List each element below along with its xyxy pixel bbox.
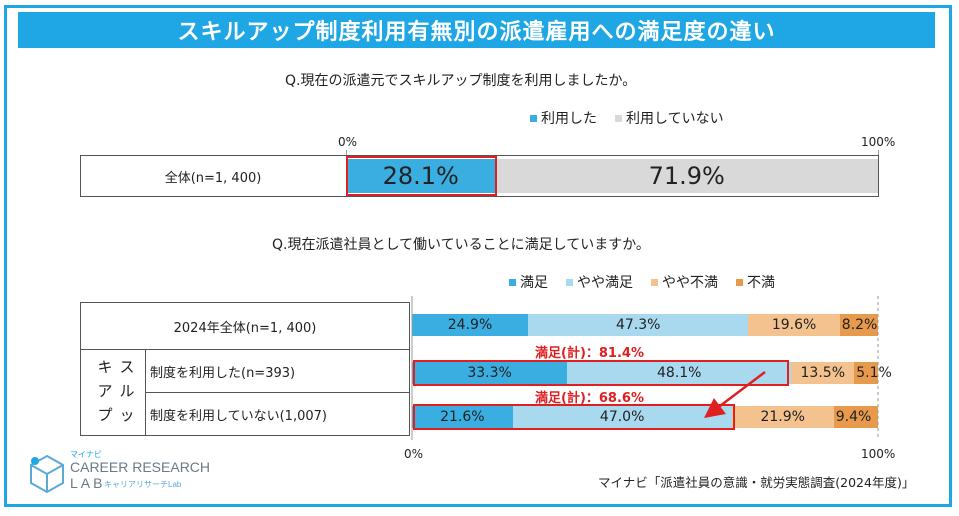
bar-segment: 19.6% <box>748 314 840 336</box>
bar-segment: 5.1% <box>854 362 892 384</box>
highlight-box <box>413 404 735 430</box>
data-label: 13.5% <box>800 365 845 381</box>
data-label: 21.6% <box>440 409 485 425</box>
legend-2: 満足 やや満足 やや不満 不満 <box>509 272 775 292</box>
data-label: 48.1% <box>657 365 702 381</box>
legend-label: やや不満 <box>662 275 718 291</box>
category-label: 制度を利用していない(1,007) <box>150 408 327 424</box>
highlight-box <box>413 360 789 386</box>
data-label: 8.2% <box>841 317 878 333</box>
axis-min-label: 0% <box>404 447 424 461</box>
bar-segment: 48.1% <box>567 362 792 384</box>
bar-segment: 21.9% <box>731 406 834 428</box>
row-frame-used <box>145 349 410 393</box>
logo-sub: キャリアリサーチLab <box>104 480 182 489</box>
sum-note-used: 満足(計)：81.4% <box>535 346 644 361</box>
legend-item-somewhat-satisfied: やや満足 <box>566 272 633 292</box>
category-label: 2024年全体(n=1, 400) <box>173 320 317 336</box>
data-label: 21.9% <box>760 409 805 425</box>
arrow-icon <box>704 371 766 419</box>
legend-label: 不満 <box>747 275 775 291</box>
group-label-char: ス <box>119 358 135 376</box>
legend-label: やや満足 <box>577 275 633 291</box>
sum-note-not-used: 満足(計)：68.6% <box>535 391 644 406</box>
data-label: 28.1% <box>382 162 459 190</box>
bar-segment: 71.9% <box>495 159 878 193</box>
bar-segment: 33.3% <box>412 362 568 384</box>
legend-1: 利用した 利用していない <box>530 108 724 128</box>
data-label: 24.9% <box>447 317 493 333</box>
bar-segment: 47.0% <box>512 406 732 428</box>
group-label-char: ル <box>119 382 135 400</box>
question-1: Q.現在の派遣元でスキルアップ制度を利用しましたか。 <box>285 73 637 89</box>
bar-segment: 8.2% <box>839 314 878 336</box>
legend-item-somewhat-dissatisfied: やや不満 <box>651 272 718 292</box>
legend-label: 利用した <box>541 111 597 127</box>
logo-line1: CAREER RESEARCH <box>70 459 211 475</box>
legend-swatch <box>509 278 516 286</box>
data-label: 5.1% <box>856 365 892 381</box>
group-label-char: ッ <box>119 406 135 424</box>
category-label: 全体(n=1, 400) <box>164 170 262 186</box>
axis-min-label: 0% <box>338 135 358 149</box>
legend-swatch <box>615 114 622 122</box>
bar-segment: 21.6% <box>412 406 513 428</box>
axis-max-label: 100% <box>861 447 896 461</box>
logo-brand: マイナビ <box>70 450 102 459</box>
category-label: 制度を利用した(n=393) <box>150 365 296 381</box>
legend-swatch <box>530 114 537 122</box>
data-label: 19.6% <box>771 317 817 333</box>
row-frame-not-used <box>145 392 410 436</box>
legend-item-dissatisfied: 不満 <box>736 272 775 292</box>
bar-segment: 24.9% <box>412 314 529 336</box>
legend-swatch <box>651 278 658 286</box>
legend-swatch <box>736 278 743 286</box>
bar-segment: 28.1% <box>346 159 496 193</box>
question-2: Q.現在派遣社員として働いていることに満足していますか。 <box>272 237 650 253</box>
logo-cube-icon <box>30 454 64 494</box>
bar-segment: 13.5% <box>791 362 855 384</box>
legend-label: 満足 <box>520 275 548 291</box>
group-label-char: キ <box>97 358 113 376</box>
axis-max-label: 100% <box>861 135 896 149</box>
group-label-char: ア <box>97 382 113 400</box>
row-frame-overall <box>80 302 410 350</box>
data-label: 9.4% <box>835 409 872 425</box>
bar-segment: 9.4% <box>833 406 878 428</box>
bar-segment: 47.3% <box>528 314 749 336</box>
data-label: 33.3% <box>467 365 512 381</box>
data-label: 71.9% <box>648 162 725 190</box>
group-label: スキルアップ <box>92 356 138 430</box>
page-title: スキルアップ制度利用有無別の派遣雇用への満足度の違い <box>18 12 935 48</box>
legend-label: 利用していない <box>626 111 724 127</box>
legend-item-used: 利用した <box>530 108 597 128</box>
highlight-box <box>346 156 497 196</box>
legend-swatch <box>566 278 573 286</box>
source-note: マイナビ「派遣社員の意識・就労実態調査(2024年度)」 <box>598 475 915 490</box>
legend-item-not-used: 利用していない <box>615 108 724 128</box>
group-label-char: プ <box>97 406 113 424</box>
data-label: 47.3% <box>615 317 661 333</box>
data-label: 47.0% <box>599 409 645 425</box>
logo-line2: LAB <box>70 475 106 491</box>
legend-item-satisfied: 満足 <box>509 272 548 292</box>
